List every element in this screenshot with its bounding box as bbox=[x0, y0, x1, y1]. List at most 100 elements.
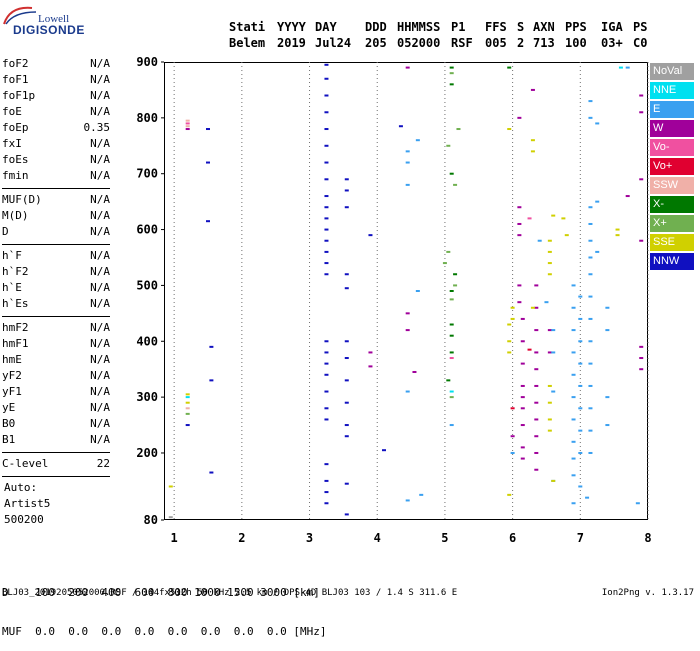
echo-point-nnw bbox=[344, 401, 349, 404]
legend-item-noval: NoVal bbox=[650, 63, 694, 80]
header-label-9: PPS bbox=[565, 20, 587, 34]
echo-point-x bbox=[449, 172, 454, 175]
legend-item-w: W bbox=[650, 120, 694, 137]
echo-point-sse bbox=[507, 351, 512, 354]
echo-point-nnw bbox=[382, 449, 386, 452]
echo-point-w bbox=[517, 234, 522, 237]
echo-point-w bbox=[517, 116, 522, 119]
param-label: D bbox=[2, 225, 9, 238]
muf-d-label: D bbox=[2, 586, 9, 599]
echo-point-x bbox=[446, 379, 451, 382]
param-value: N/A bbox=[90, 401, 110, 414]
footer-file-info: BLJ03_2019205052000.RSF / 144fx512h 50 k… bbox=[2, 588, 458, 598]
echo-point-nnw bbox=[344, 424, 349, 427]
echo-point-nnw bbox=[209, 345, 214, 348]
echo-point-w bbox=[547, 329, 552, 332]
param-label: hmF1 bbox=[2, 337, 29, 350]
echo-point-e bbox=[405, 150, 410, 153]
echo-point-e bbox=[588, 239, 593, 242]
digisonde-logo-swoosh bbox=[3, 6, 37, 25]
legend-item-vo: Vo+ bbox=[650, 158, 694, 175]
echo-point-w bbox=[520, 446, 525, 449]
param-value: N/A bbox=[90, 89, 110, 102]
param-separator bbox=[2, 316, 110, 317]
echo-point-nnw bbox=[206, 220, 210, 223]
echo-point-sse bbox=[507, 323, 512, 326]
echo-point-w bbox=[639, 178, 644, 181]
echo-point-w bbox=[534, 468, 539, 471]
echo-point-e bbox=[588, 429, 593, 432]
echo-point-nnw bbox=[324, 111, 329, 114]
echo-point-sse bbox=[530, 306, 535, 309]
param-separator bbox=[2, 244, 110, 245]
header-label-4: HHMMSS bbox=[397, 20, 441, 34]
echo-point-sse bbox=[530, 139, 535, 142]
echo-point-x bbox=[449, 83, 454, 86]
echo-point-nnw bbox=[344, 482, 349, 485]
legend-item-x: X+ bbox=[650, 215, 694, 232]
echo-point-w bbox=[405, 329, 410, 332]
echo-point-e bbox=[405, 499, 410, 502]
header-block: Stati YYYY DAY DDD HHMMSS P1 FFS S AXN PPS IGA PS B… bbox=[229, 20, 647, 65]
echo-point-sse bbox=[547, 250, 552, 253]
echo-point-x bbox=[442, 262, 447, 265]
param-row-ye: yE N/A bbox=[2, 401, 110, 417]
header-value-2: Jul24 bbox=[315, 36, 352, 50]
param-value: N/A bbox=[90, 57, 110, 70]
echo-point-e bbox=[578, 451, 583, 454]
y-tick-label: 700 bbox=[136, 167, 158, 181]
header-label-8: AXN bbox=[533, 20, 555, 34]
param-row-yf2: yF2 N/A bbox=[2, 369, 110, 385]
param-row-d: D N/A bbox=[2, 225, 110, 241]
echo-point-nnw bbox=[324, 128, 329, 131]
echo-point-sse bbox=[168, 485, 173, 488]
echo-point-nnw bbox=[324, 239, 329, 242]
echo-point-e bbox=[588, 100, 593, 103]
echo-point-x bbox=[185, 412, 190, 415]
muf-d-values: 100 200 400 600 800 1000 1500 3000 [km] bbox=[35, 586, 320, 599]
echo-point-e bbox=[595, 250, 600, 253]
echo-point-nnw bbox=[324, 390, 329, 393]
echo-point-e bbox=[595, 122, 600, 125]
param-row-b1: B1 N/A bbox=[2, 433, 110, 449]
header-value-6: 005 bbox=[485, 36, 507, 50]
param-label: foEp bbox=[2, 121, 29, 134]
echo-point-e bbox=[578, 340, 583, 343]
echo-point-e bbox=[571, 502, 576, 505]
param-label: yF1 bbox=[2, 385, 22, 398]
param-label: foE bbox=[2, 105, 22, 118]
param-row-hme: hmE N/A bbox=[2, 353, 110, 369]
x-tick-label: 2 bbox=[238, 531, 245, 545]
echo-point-sse bbox=[561, 217, 566, 220]
echo-point-sse bbox=[547, 262, 552, 265]
echo-point-w bbox=[534, 306, 539, 309]
param-value: N/A bbox=[90, 209, 110, 222]
echo-point-sse bbox=[547, 384, 552, 387]
param-row-mufd: MUF(D) N/A bbox=[2, 193, 110, 209]
header-value-10: 03+ bbox=[601, 36, 623, 50]
echo-point-nnw bbox=[324, 144, 329, 147]
param-label: MUF(D) bbox=[2, 193, 42, 206]
echo-point-nnw bbox=[368, 234, 373, 237]
echo-point-e bbox=[578, 317, 583, 320]
clevel-row: C-level 22 bbox=[2, 457, 110, 473]
echo-point-w bbox=[520, 384, 525, 387]
header-label-11: PS bbox=[633, 20, 648, 34]
echo-point-x bbox=[453, 273, 458, 276]
muf-label: MUF bbox=[2, 625, 22, 638]
echo-point-e bbox=[578, 384, 583, 387]
echo-point-w bbox=[534, 435, 539, 438]
echo-point-w bbox=[534, 351, 539, 354]
param-value: N/A bbox=[90, 297, 110, 310]
echo-point-x bbox=[449, 290, 454, 292]
echo-point-e bbox=[588, 295, 593, 298]
echo-point-w bbox=[534, 368, 539, 371]
header-value-4: 052000 bbox=[397, 36, 441, 50]
echo-point-nnw bbox=[324, 178, 329, 181]
echo-point-w bbox=[520, 396, 525, 399]
param-value: 0.35 bbox=[83, 121, 111, 134]
echo-point-sse bbox=[547, 239, 552, 242]
header-value-5: RSF bbox=[451, 36, 473, 50]
param-value: N/A bbox=[90, 265, 110, 278]
echo-point-e bbox=[571, 306, 576, 309]
